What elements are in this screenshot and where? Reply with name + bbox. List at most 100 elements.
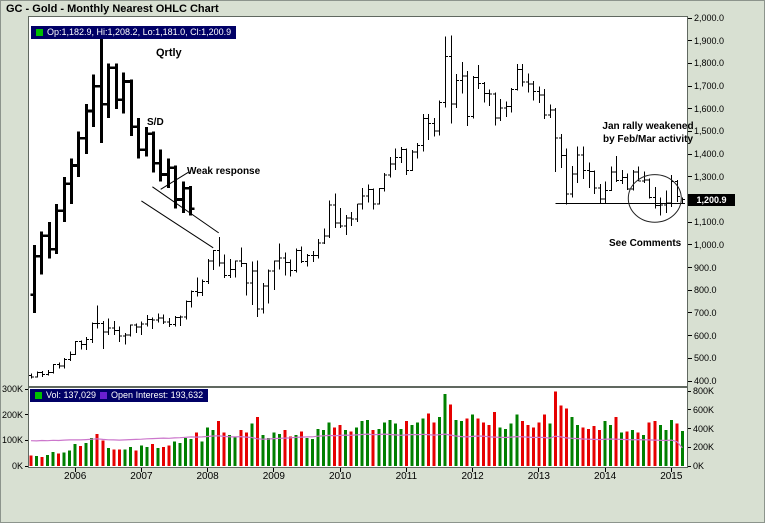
volume-right-tick [688,446,691,448]
volume-right-tick-label: 800K [693,386,715,396]
price-tick [688,221,692,223]
quarterly-overlay-bars [30,33,195,313]
price-tick [688,176,692,178]
open-interest-legend-square-icon [100,392,108,399]
current-price-tag: 1,200.9 [688,194,735,206]
annotation-sd: S/D [147,117,164,128]
trendline [141,200,214,249]
annotation-qrtly: Qrtly [156,47,182,59]
price-tick [688,312,692,314]
price-tick [688,17,692,19]
year-label: 2006 [64,471,87,482]
volume-right-tick [688,465,691,467]
price-tick [688,289,692,291]
year-label: 2011 [395,471,418,482]
year-tick [670,468,672,472]
volume-left-tick [25,388,28,390]
volume-right-tick-label: 600K [693,404,715,415]
price-tick [688,244,692,246]
volume-left-tick-label: 100K [1,435,23,446]
price-tick-label: 1,800.0 [694,58,725,69]
year-label: 2015 [660,471,683,482]
annotation-weak-response: Weak response [187,166,261,177]
price-tick-label: 1,100.0 [694,217,725,228]
price-tick [688,130,692,132]
volume-left-tick-label: 200K [1,409,23,420]
volume-right-tick [688,428,691,429]
highlight-ellipse [627,174,682,223]
price-tick [688,380,692,382]
year-label: 2008 [196,471,219,482]
price-tick-label: 600.0 [694,330,717,341]
quote-text: Op:1,182.9, Hi:1,208.2, Lo:1,181.0, Cl:1… [47,27,232,37]
year-label: 2013 [527,471,550,482]
price-tick-label: 1,700.0 [694,81,725,92]
volume-left-tick [25,465,28,467]
volume-left-tick [25,414,28,416]
price-tick-label: 900.0 [694,262,717,273]
annotation-jan-rally-line1: Jan rally weakened [602,121,694,132]
price-tick-label: 1,900.0 [694,35,725,46]
price-tick-label: 1,300.0 [694,171,725,182]
price-tick [688,335,692,337]
volume-right-tick-label: 200K [693,442,715,453]
open-interest-line [30,433,683,449]
trendline [152,186,219,234]
year-tick [207,468,209,472]
chart-title: GC - Gold - Monthly Nearest OHLC Chart [6,3,219,15]
price-tick-label: 700.0 [694,307,717,318]
year-tick [273,468,275,472]
volume-right-tick [688,390,691,392]
price-tick-label: 400.0 [694,376,717,386]
price-tick-label: 800.0 [694,285,717,296]
volume-bars [29,391,684,467]
year-tick [405,468,407,472]
year-tick [604,468,606,472]
volume-chart-canvas [29,391,684,467]
price-tick-label: 500.0 [694,353,717,364]
price-tick [688,85,692,87]
volume-right-tick [688,409,691,411]
price-tick [688,153,692,155]
year-label: 2010 [328,471,352,482]
monthly-ohlc-bars [29,35,685,379]
volume-left-tick-label: 0K [11,461,23,471]
price-tick [688,62,692,64]
price-tick-label: 1,500.0 [694,126,725,137]
price-pane: Op:1,182.9, Hi:1,208.2, Lo:1,181.0, Cl:1… [28,16,694,387]
price-tick [688,108,692,110]
year-tick [339,468,341,472]
volume-pane: Vol: 137,029 Open Interest: 193,632 [28,387,688,468]
quote-up-square-icon [36,29,43,36]
quote-strip: Op:1,182.9, Hi:1,208.2, Lo:1,181.0, Cl:1… [31,26,237,39]
price-chart-canvas [29,33,686,379]
price-tick [688,40,692,42]
price-tick-label: 1,000.0 [694,239,725,250]
volume-label: Vol: 137,029 [46,390,97,400]
price-tick-label: 1,400.0 [694,149,725,160]
volume-legend-strip: Vol: 137,029 Open Interest: 193,632 [30,389,209,402]
volume-left-tick-label: 300K [1,384,23,394]
price-tick-label: 1,600.0 [694,103,725,114]
price-tick [688,357,692,359]
volume-right-tick-label: 0K [693,461,705,471]
volume-legend-square-icon [35,392,42,399]
annotation-jan-rally-line2: by Feb/Mar activity [602,134,694,145]
trendline [160,171,189,190]
year-tick [538,468,540,472]
year-label: 2012 [461,471,484,482]
open-interest-label: Open Interest: 193,632 [111,390,204,400]
price-tick-label: 2,000.0 [694,13,725,23]
year-label: 2007 [130,471,153,482]
year-tick [140,468,142,472]
annotation-jan-rally: Jan rally weakened by Feb/Mar activity [583,120,713,146]
annotation-see-comments: See Comments [609,238,682,249]
year-tick [74,468,76,472]
year-label: 2014 [593,471,617,482]
year-tick [472,468,474,472]
volume-left-tick [25,439,28,441]
volume-right-tick-label: 400K [693,423,715,434]
price-tick [688,267,692,269]
year-label: 2009 [262,471,285,482]
